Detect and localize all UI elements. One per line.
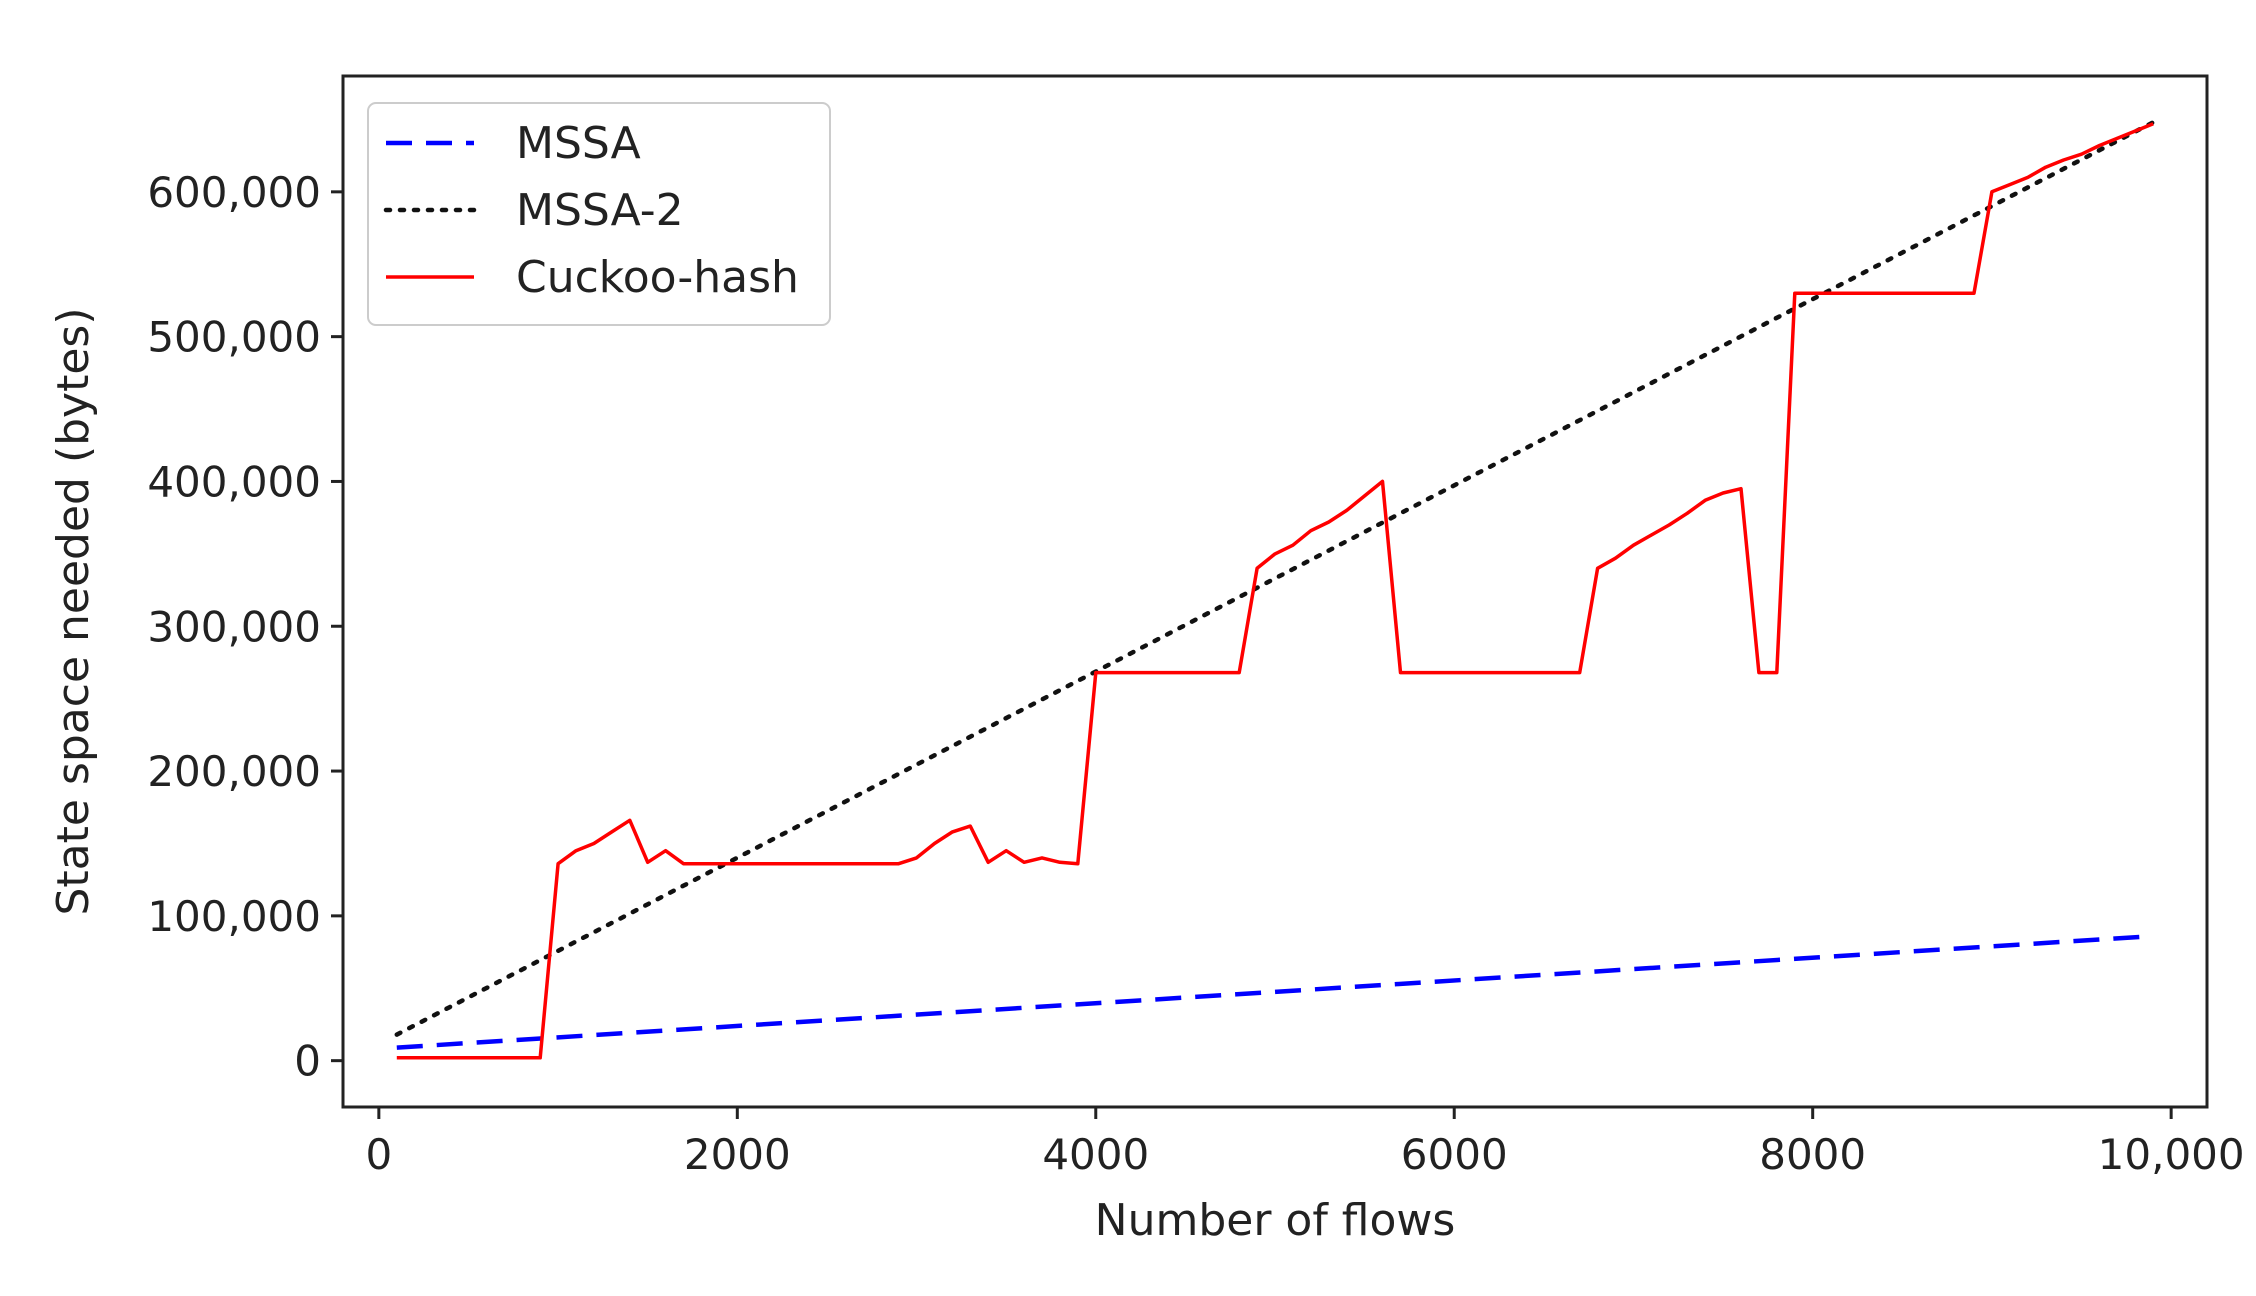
y-tick-label: 400,000 xyxy=(147,457,321,506)
legend-box xyxy=(367,102,831,326)
x-tick-label: 6000 xyxy=(1401,1130,1508,1179)
y-tick-label: 500,000 xyxy=(147,313,321,362)
plot-frame xyxy=(341,74,2209,1109)
x-axis-label: Number of flows xyxy=(1095,1195,1456,1246)
legend: MSSA MSSA-2 Cuckoo-hash xyxy=(367,102,831,326)
y-axis: 0 100,000 200,000 300,000 400,000 500,000 600,… xyxy=(147,168,343,1086)
legend-label: MSSA-2 xyxy=(516,185,684,236)
legend-label: Cuckoo-hash xyxy=(516,252,799,303)
x-tick-label: 8000 xyxy=(1759,1130,1866,1179)
y-tick-label: 0 xyxy=(294,1037,321,1086)
y-tick-label: 100,000 xyxy=(147,892,321,941)
y-tick-label: 300,000 xyxy=(147,602,321,651)
y-tick-label: 600,000 xyxy=(147,168,321,217)
series-line-mssa xyxy=(396,933,2154,1050)
y-axis-label: State space needed (bytes) xyxy=(48,307,99,915)
x-tick-label: 2000 xyxy=(684,1130,791,1179)
plot-area xyxy=(394,120,2156,1060)
x-tick-label: 4000 xyxy=(1042,1130,1149,1179)
x-tick-label: 10,000 xyxy=(2098,1130,2245,1179)
legend-label: MSSA xyxy=(516,118,641,169)
series-line-cuckoo-hash xyxy=(396,122,2154,1060)
x-tick-label: 0 xyxy=(365,1130,392,1179)
y-tick-label: 200,000 xyxy=(147,747,321,796)
x-axis: 0 2000 4000 6000 8000 10,000 xyxy=(365,1107,2245,1179)
